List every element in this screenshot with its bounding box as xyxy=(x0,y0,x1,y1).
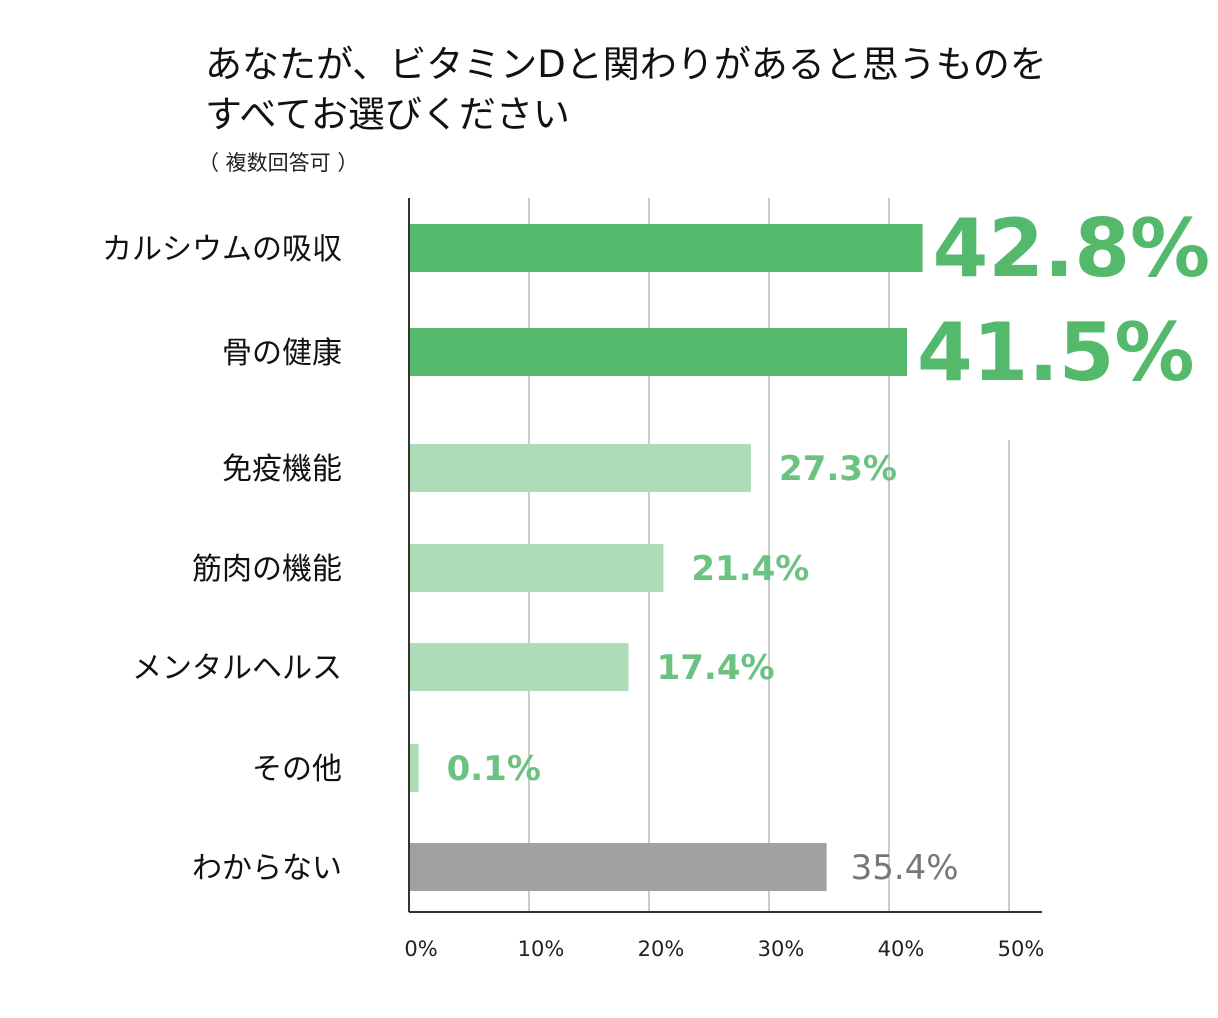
value-label-5: 0.1% xyxy=(447,749,541,789)
bar-6 xyxy=(409,843,827,891)
value-label-6: 35.4% xyxy=(851,848,959,888)
value-label-4: 17.4% xyxy=(657,648,775,688)
title-line-1: あなたが、ビタミンDと関わりがあると思うものを xyxy=(205,43,1047,86)
bar-4 xyxy=(409,643,629,691)
x-tick-label-0: 0% xyxy=(404,937,437,961)
category-label-5: その他 xyxy=(252,752,342,787)
x-tick-label-50: 50% xyxy=(998,937,1045,961)
x-tick-label-10: 10% xyxy=(518,937,565,961)
category-label-6: わからない xyxy=(192,851,342,886)
bar-2 xyxy=(409,444,751,492)
category-label-1: 骨の健康 xyxy=(222,336,342,371)
category-label-2: 免疫機能 xyxy=(222,452,342,487)
category-label-0: カルシウムの吸収 xyxy=(102,232,342,267)
value-label-1: 41.5% xyxy=(917,306,1195,399)
x-tick-label-40: 40% xyxy=(878,937,925,961)
chart-title: あなたが、ビタミンDと関わりがあると思うものを すべてお選びください xyxy=(205,40,1047,140)
value-label-2: 27.3% xyxy=(779,449,897,489)
title-line-2: すべてお選びください xyxy=(205,93,570,136)
bar-3 xyxy=(409,544,664,592)
bar-0 xyxy=(409,224,923,272)
x-tick-label-20: 20% xyxy=(638,937,685,961)
bar-1 xyxy=(409,328,907,376)
multiple-answer-note: （ 複数回答可 ） xyxy=(198,151,359,175)
category-label-4: メンタルヘルス xyxy=(132,651,342,686)
x-tick-label-30: 30% xyxy=(758,937,805,961)
value-label-3: 21.4% xyxy=(691,549,809,589)
bar-5 xyxy=(409,744,419,792)
category-label-3: 筋肉の機能 xyxy=(192,552,342,587)
value-label-0: 42.8% xyxy=(933,202,1211,295)
